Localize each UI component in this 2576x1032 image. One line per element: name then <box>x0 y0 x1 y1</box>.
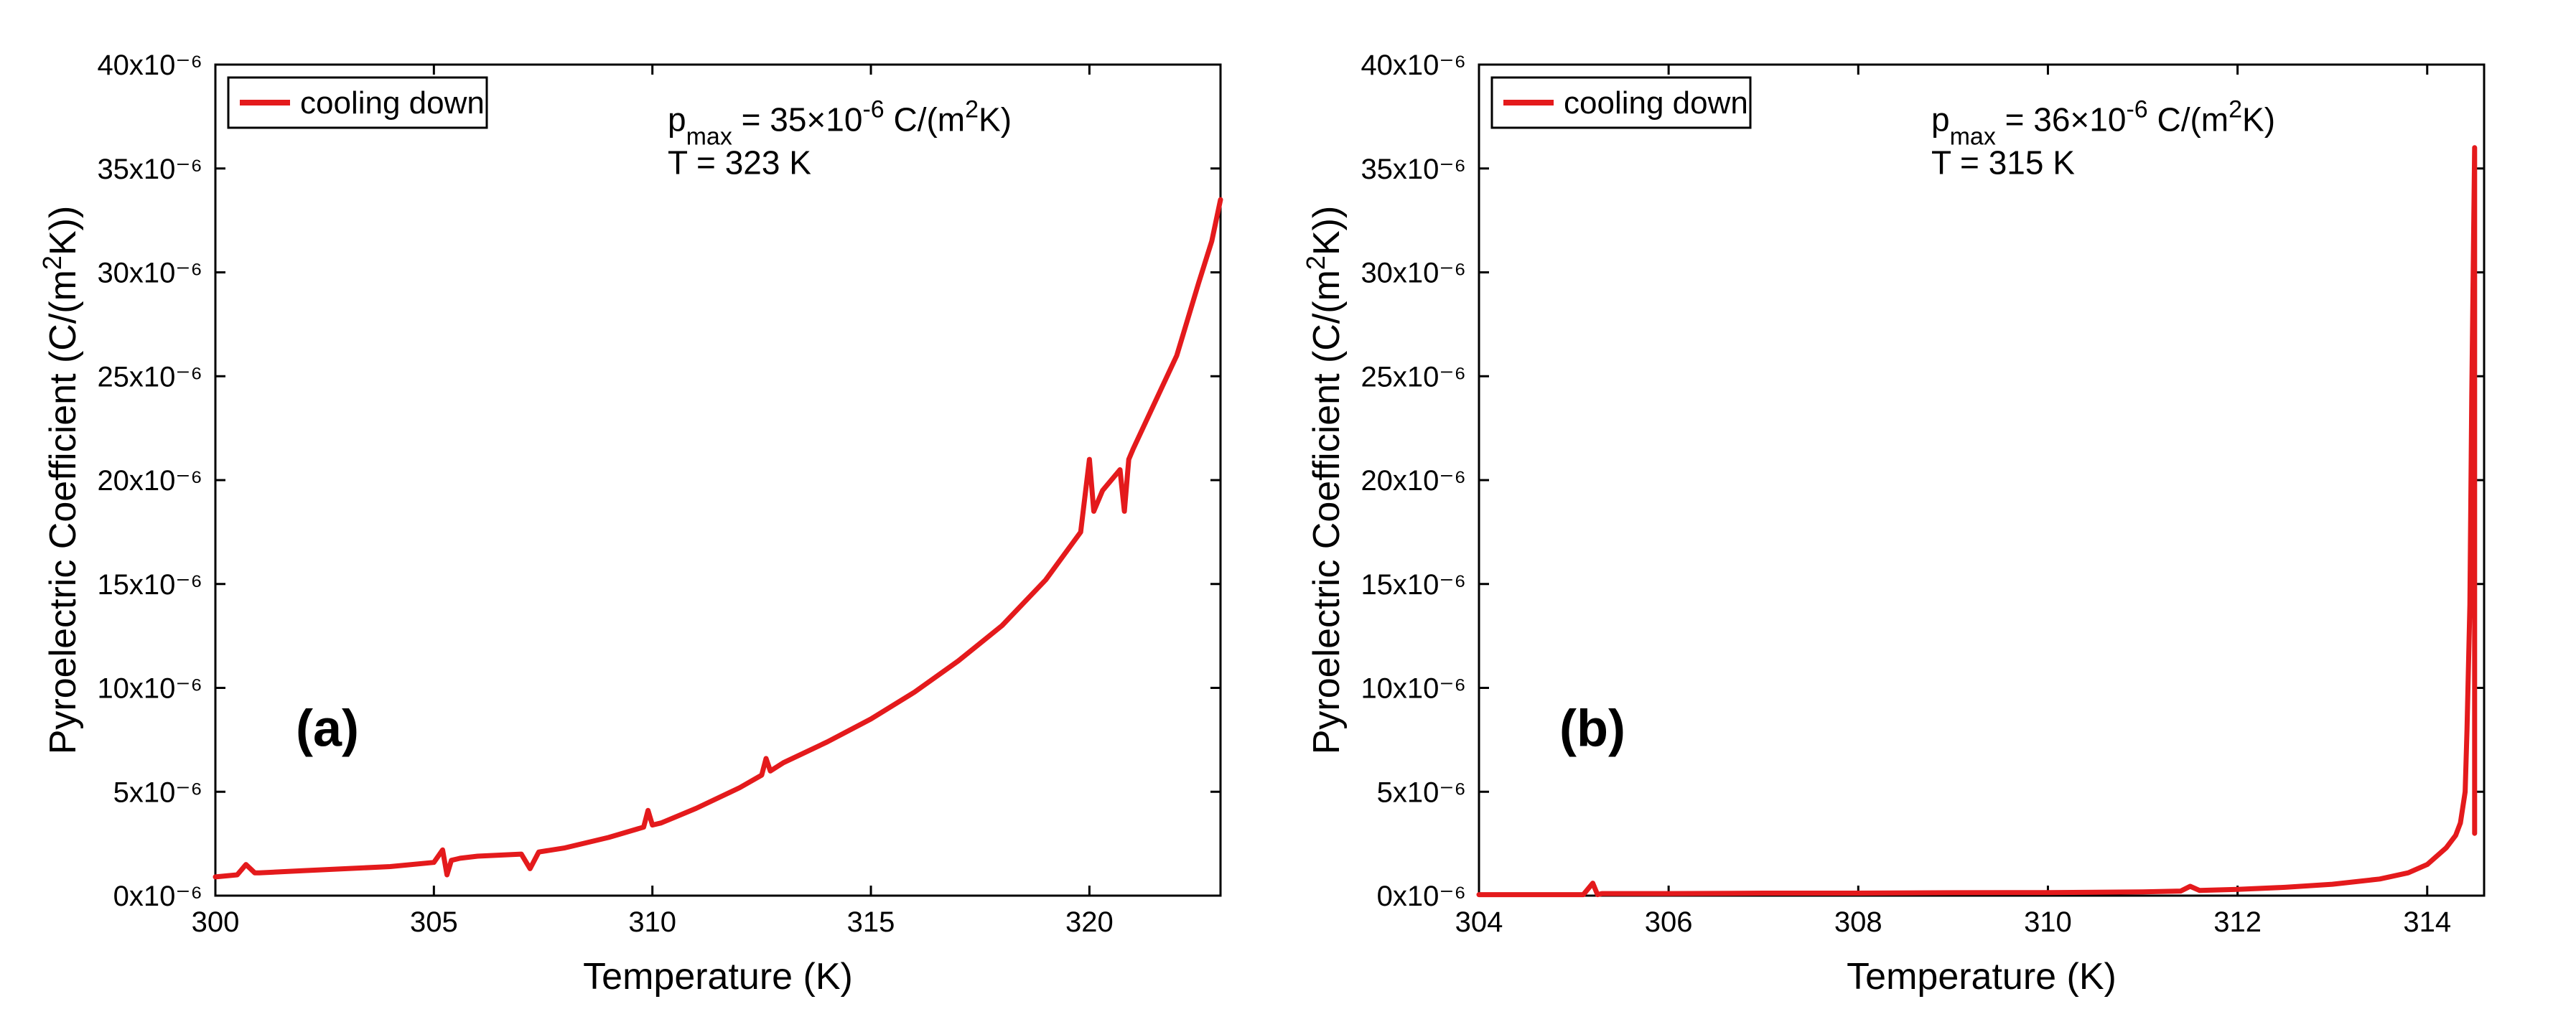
x-tick-label: 312 <box>2213 906 2262 938</box>
chart-panel-a: 3003053103153200x10⁻⁶5x10⁻⁶10x10⁻⁶15x10⁻… <box>29 14 1249 1018</box>
y-tick-label: 40x10⁻⁶ <box>97 50 202 81</box>
x-tick-label: 314 <box>2403 906 2451 938</box>
figure-row: 3003053103153200x10⁻⁶5x10⁻⁶10x10⁻⁶15x10⁻… <box>0 0 2576 1032</box>
x-tick-label: 320 <box>1065 906 1114 938</box>
x-tick-label: 310 <box>2024 906 2072 938</box>
legend-label: cooling down <box>1564 85 1748 121</box>
y-tick-label: 20x10⁻⁶ <box>1361 465 1466 497</box>
y-tick-label: 10x10⁻⁶ <box>1361 673 1466 705</box>
y-tick-label: 25x10⁻⁶ <box>97 361 202 393</box>
x-axis-title: Temperature (K) <box>1847 956 2117 998</box>
x-tick-label: 315 <box>847 906 895 938</box>
y-tick-label: 35x10⁻⁶ <box>97 154 202 185</box>
chart-panel-b: 3043063083103123140x10⁻⁶5x10⁻⁶10x10⁻⁶15x… <box>1292 14 2513 1018</box>
annotation-temperature: T = 323 K <box>668 144 811 182</box>
x-tick-label: 310 <box>628 906 676 938</box>
y-tick-label: 35x10⁻⁶ <box>1361 154 1466 185</box>
y-tick-label: 5x10⁻⁶ <box>113 777 202 808</box>
x-axis-title: Temperature (K) <box>583 956 853 998</box>
y-tick-label: 30x10⁻⁶ <box>1361 258 1466 289</box>
y-tick-label: 5x10⁻⁶ <box>1377 777 1466 808</box>
y-tick-label: 0x10⁻⁶ <box>1377 881 1466 912</box>
y-tick-label: 25x10⁻⁶ <box>1361 361 1466 393</box>
legend-label: cooling down <box>300 85 485 121</box>
y-axis-title: Pyroelectric Coefficient (C/(m2K)) <box>1301 206 1348 755</box>
x-tick-label: 308 <box>1834 906 1882 938</box>
panel-label: (b) <box>1559 700 1625 758</box>
y-tick-label: 15x10⁻⁶ <box>1361 569 1466 601</box>
chart-svg: 3043063083103123140x10⁻⁶5x10⁻⁶10x10⁻⁶15x… <box>1292 14 2513 1018</box>
y-tick-label: 15x10⁻⁶ <box>97 569 202 601</box>
y-tick-label: 0x10⁻⁶ <box>113 881 202 912</box>
plot-area <box>1479 65 2484 896</box>
y-tick-label: 20x10⁻⁶ <box>97 465 202 497</box>
y-axis-title: Pyroelectric Coefficient (C/(m2K)) <box>37 206 85 755</box>
y-tick-label: 40x10⁻⁶ <box>1361 50 1466 81</box>
y-tick-label: 10x10⁻⁶ <box>97 673 202 705</box>
chart-svg: 3003053103153200x10⁻⁶5x10⁻⁶10x10⁻⁶15x10⁻… <box>29 14 1249 1018</box>
y-tick-label: 30x10⁻⁶ <box>97 258 202 289</box>
annotation-temperature: T = 315 K <box>1931 144 2075 182</box>
plot-area <box>215 65 1221 896</box>
x-tick-label: 306 <box>1645 906 1693 938</box>
x-tick-label: 305 <box>410 906 458 938</box>
panel-label: (a) <box>296 700 359 758</box>
